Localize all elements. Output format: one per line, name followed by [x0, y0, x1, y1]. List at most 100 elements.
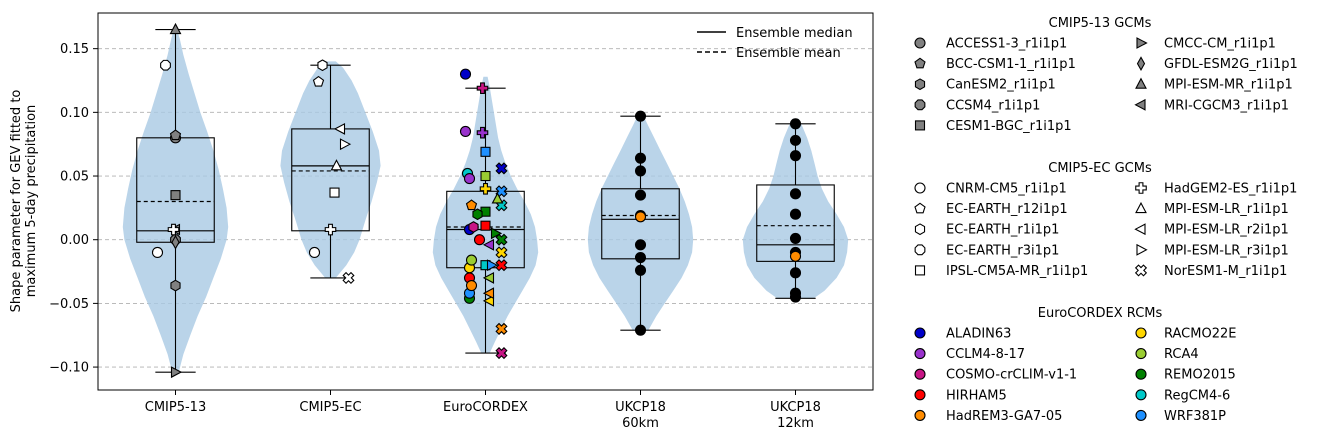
legend-marker-cclm4-8-17 [914, 348, 926, 360]
point-hadgem2-es-r1i1p1 [324, 223, 337, 236]
point-cesm1-bgc-r1i1p1 [170, 190, 181, 201]
legend-marker-mpi-esm-lr-r2i1p1 [1134, 223, 1146, 236]
point-cosmo-crclim-v1-1-shape [495, 346, 508, 360]
legend-marker-ec-earth-r12i1p1 [914, 202, 926, 214]
point-member [634, 165, 647, 177]
point-mpi-esm-lr-r2i1p1 [333, 122, 346, 135]
legend-label: HadREM3-GA7-05 [946, 409, 1062, 424]
legend-label: BCC-CSM1-1_r1i1p1 [946, 57, 1076, 72]
legend-marker-ipsl-cm5a-mr-r1i1p1 [914, 265, 926, 276]
legend-section-title: CMIP5-EC GCMs [1048, 161, 1152, 176]
point-mpi-esm-mr-r1i1p1 [169, 22, 182, 35]
legend-marker-aladin63 [914, 327, 926, 339]
legend-marker-hirham5 [914, 389, 926, 401]
y-tick-label: 0.10 [60, 106, 89, 121]
axes: −0.10 −0.05 0.00 0.05 0.10 0.15 CMIP5-13 CMIP5-… [49, 42, 821, 431]
legend-marker-rca4 [1135, 348, 1147, 360]
legend-label: WRF381P [1164, 409, 1226, 424]
legend-section-title: EuroCORDEX RCMs [1038, 306, 1163, 321]
point-cclm4-8-17 [459, 125, 472, 137]
point-standard [634, 211, 647, 223]
legend-marker-hadgem2-es-r1i1p1 [1135, 182, 1147, 194]
legend-label: EC-EARTH_r12i1p1 [946, 202, 1068, 217]
legend-marker-access1-3-r1i1p1 [914, 37, 926, 49]
point-hirham5 [495, 259, 508, 272]
legend-label: HIRHAM5 [946, 388, 1007, 403]
legend-label: HadGEM2-ES_r1i1p1 [1164, 182, 1297, 197]
point-hadrem3-ga7-05 [482, 287, 495, 300]
point-member [789, 208, 802, 220]
y-axis-label: Shape parameter for GEV fitted to maximu… [9, 90, 39, 313]
legend-label: EC-EARTH_r1i1p1 [946, 223, 1059, 238]
point-ec-earth-r3i1p1 [160, 59, 171, 71]
legend-marker-noresm1-m-r1i1p1 [1134, 264, 1148, 277]
point-cclm4-8-17 [463, 173, 476, 185]
legend-marker-hadrem3-ga7-05 [914, 409, 926, 421]
legend-marker-bcc-csm1-1-r1i1p1 [914, 57, 926, 69]
legend-label: MPI-ESM-LR_r1i1p1 [1164, 202, 1289, 217]
legend-marker-mpi-esm-lr-r3i1p1 [1136, 243, 1148, 256]
legend-label: ACCESS1-3_r1i1p1 [946, 37, 1067, 52]
legend-marker-noresm1-m-r1i1p1-shape [1134, 264, 1148, 277]
point-racmo22e [482, 294, 495, 307]
point-ipsl-cm5a-mr-r1i1p1 [329, 187, 340, 198]
point-member [634, 152, 647, 164]
point-member [789, 134, 802, 146]
legend-marker-wrf381p [1135, 409, 1147, 421]
y-tick-label: 0.00 [60, 233, 89, 248]
point-cnrm-cm5-r1i1p1 [151, 246, 164, 258]
point-racmo22e [495, 246, 508, 259]
point-standard [789, 250, 802, 262]
legend-label: COSMO-crCLIM-v1-1 [946, 368, 1077, 383]
point-noresm1-m-r1i1p1-shape [342, 271, 355, 285]
point-cclm4-8-17 [482, 238, 495, 251]
point-rca4 [482, 272, 495, 284]
point-member [789, 291, 802, 303]
point-mpi-esm-lr-r3i1p1 [339, 138, 352, 151]
point-hirham5-shape [495, 259, 508, 272]
mean-legend-label: Ensemble mean [736, 46, 841, 61]
legend-label: GFDL-ESM2G_r1i1p1 [1164, 57, 1298, 72]
point-member [634, 239, 647, 251]
legend-marker-gfdl-esm2g-r1i1p1 [1136, 56, 1146, 71]
point-cosmo-crclim-v1-1 [468, 221, 479, 233]
x-tick-label: EuroCORDEX [443, 400, 528, 415]
point-hadrem3-ga7-05 [465, 199, 478, 211]
legend-marker-ccsm4-r1i1p1 [914, 99, 926, 111]
legend-label: MPI-ESM-LR_r3i1p1 [1164, 243, 1289, 258]
point-noresm1-m-r1i1p1 [342, 271, 355, 285]
x-tick-label: UKCP18 [615, 400, 666, 415]
legend-marker-cesm1-bgc-r1i1p1 [914, 120, 926, 131]
y-tick-label: 0.05 [60, 170, 89, 185]
violin-ukcp18-12km [742, 118, 849, 299]
point-member [789, 118, 802, 130]
legend-marker-cnrm-cm5-r1i1p1 [914, 182, 926, 194]
legend-label: CNRM-CM5_r1i1p1 [946, 182, 1067, 197]
point-aladin63 [495, 162, 508, 175]
point-wrf381p [480, 146, 491, 157]
legend-label: RCA4 [1164, 347, 1199, 362]
legend-label: CCLM4-8-17 [946, 347, 1025, 362]
point-racmo22e-shape [495, 246, 508, 259]
point-wrf381p [486, 259, 499, 272]
point-gfdl-esm2g-r1i1p1 [171, 234, 180, 250]
y-tick-label: 0.15 [60, 42, 89, 57]
point-remo2015 [472, 208, 483, 221]
legend-section-title: CMIP5-13 GCMs [1049, 16, 1152, 31]
point-cnrm-cm5-r1i1p1 [308, 246, 321, 258]
inner-legend: Ensemble median Ensemble mean [697, 26, 853, 61]
x-tick-label: CMIP5-EC [299, 400, 361, 415]
legend-marker-remo2015 [1135, 368, 1147, 380]
x-tick-label: UKCP18 [770, 400, 821, 415]
violin-cmip5-ec [280, 61, 381, 278]
point-member [634, 264, 647, 276]
point-member [789, 232, 802, 244]
legend-label: RACMO22E [1164, 327, 1236, 342]
point-member [634, 110, 647, 122]
legend-marker-regcm4-6 [1135, 389, 1147, 401]
legend-marker-ec-earth-r1i1p1 [914, 223, 926, 236]
legend-label: MPI-ESM-LR_r2i1p1 [1164, 223, 1289, 238]
point-remo2015 [490, 227, 503, 240]
point-member [634, 251, 647, 264]
x-tick-label: CMIP5-13 [145, 400, 206, 415]
